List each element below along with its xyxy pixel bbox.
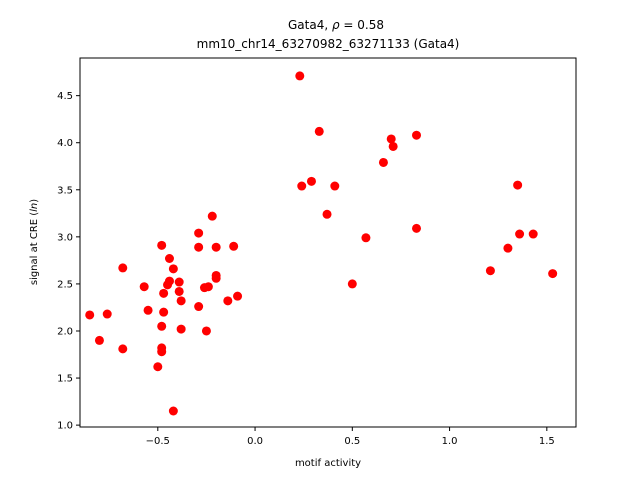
data-point: [388, 141, 398, 151]
y-tick-label: 4.5: [57, 91, 73, 102]
y-axis-label-suffix: ): [29, 199, 40, 203]
data-point: [174, 277, 184, 287]
data-point: [295, 71, 305, 81]
data-point: [306, 176, 316, 186]
data-point: [194, 228, 204, 238]
plot-area-frame: [79, 57, 577, 428]
data-point: [164, 276, 174, 286]
data-point: [233, 291, 243, 301]
data-point: [139, 282, 149, 292]
data-point: [378, 157, 388, 167]
data-point: [513, 180, 523, 190]
title-gene-text: Gata4,: [288, 18, 332, 32]
title-rho-symbol: ρ: [332, 18, 340, 32]
y-tick-label: 1.5: [57, 374, 73, 385]
y-tick-label: 2.0: [57, 326, 73, 337]
data-point: [157, 240, 167, 250]
data-point: [314, 126, 324, 136]
data-point: [194, 302, 204, 312]
data-point: [157, 321, 167, 331]
x-axis-label: motif activity: [295, 458, 361, 469]
data-point: [548, 269, 558, 279]
data-point: [485, 266, 495, 276]
x-tick-label: 1.0: [442, 436, 458, 447]
y-tick-label: 4.0: [57, 138, 73, 149]
y-axis-label-italic: ln: [29, 203, 40, 212]
data-point: [347, 279, 357, 289]
data-point: [118, 263, 128, 273]
data-point: [207, 211, 217, 221]
y-tick-label: 1.0: [57, 421, 73, 432]
y-axis-ticks: 1.0 1.5 2.0 2.5 3.0 3.5 4.0 4.5: [57, 91, 80, 432]
x-tick-label: 0.5: [344, 436, 360, 447]
data-point: [330, 181, 340, 191]
x-axis-ticks: −0.5 0.0 0.5 1.0 1.5: [146, 427, 555, 447]
y-tick-label: 3.5: [57, 185, 73, 196]
data-point: [176, 324, 186, 334]
data-point: [229, 241, 239, 251]
chart-title-line-2: mm10_chr14_63270982_63271133 (Gata4): [197, 37, 460, 51]
data-point: [386, 134, 396, 144]
data-point: [322, 209, 332, 219]
data-point: [203, 282, 213, 292]
data-point: [297, 181, 307, 191]
chart-title-line-1: Gata4, ρ = 0.58: [288, 18, 384, 32]
x-tick-label: 1.5: [539, 436, 555, 447]
data-point: [159, 307, 169, 317]
title-rho-value: = 0.58: [340, 18, 384, 32]
data-point: [94, 335, 104, 345]
data-point: [118, 344, 128, 354]
data-point: [153, 362, 163, 372]
y-axis-label: signal at CRE (ln): [29, 199, 40, 285]
data-point: [412, 130, 422, 140]
data-point: [515, 229, 525, 239]
data-point: [528, 229, 538, 239]
data-point: [412, 223, 422, 233]
data-points: [85, 71, 558, 416]
data-point: [176, 296, 186, 306]
data-point: [159, 288, 169, 298]
data-point: [143, 305, 153, 315]
data-point: [194, 242, 204, 252]
data-point: [211, 242, 221, 252]
data-point: [211, 273, 221, 283]
y-tick-label: 3.0: [57, 232, 73, 243]
data-point: [168, 264, 178, 274]
x-tick-label: −0.5: [146, 436, 170, 447]
data-point: [223, 296, 233, 306]
data-point: [102, 309, 112, 319]
data-point: [174, 286, 184, 296]
data-point: [168, 406, 178, 416]
y-tick-label: 2.5: [57, 279, 73, 290]
data-point: [85, 310, 95, 320]
data-point: [201, 326, 211, 336]
data-point: [157, 343, 167, 353]
data-point: [164, 254, 174, 264]
x-tick-label: 0.0: [247, 436, 263, 447]
data-point: [361, 233, 371, 243]
y-axis-label-prefix: signal at CRE (: [29, 212, 40, 285]
data-point: [503, 243, 513, 253]
